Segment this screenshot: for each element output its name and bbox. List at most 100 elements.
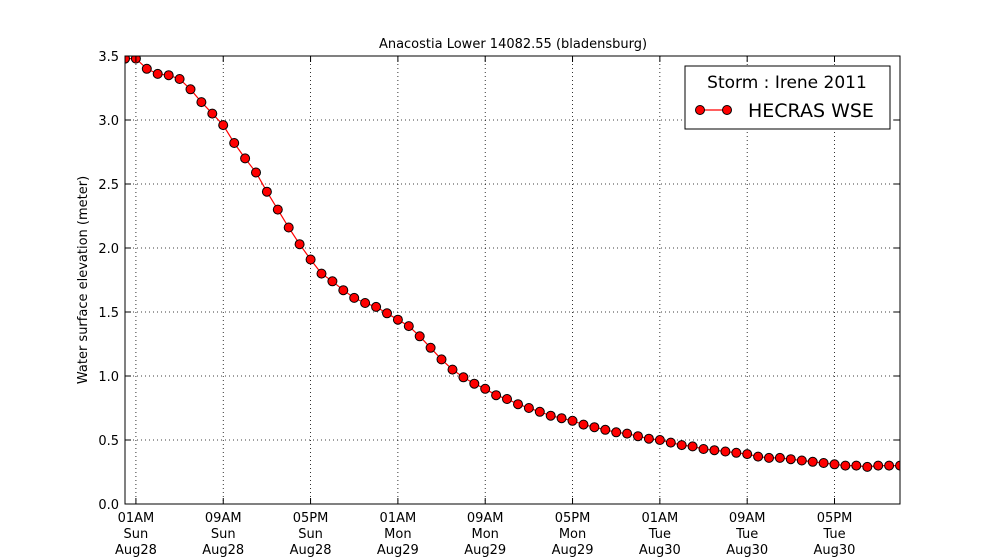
x-tick-label: Aug30: [814, 543, 856, 558]
x-tick-label: Sun: [211, 527, 236, 542]
y-tick-label: 2.0: [98, 242, 119, 257]
x-tick-label: Aug30: [639, 543, 681, 558]
data-point: [742, 449, 753, 460]
x-tick-label: Aug28: [115, 543, 157, 558]
y-tick-label: 3.0: [98, 114, 119, 129]
legend-box: [684, 65, 891, 130]
data-point: [807, 456, 818, 467]
data-point: [895, 460, 900, 471]
data-point: [458, 372, 469, 383]
data-point: [709, 445, 720, 456]
legend-title: Storm : Irene 2011: [707, 73, 867, 93]
data-point: [840, 460, 851, 471]
y-tick-label: 0.5: [98, 434, 119, 449]
y-tick-label: 3.5: [98, 50, 119, 65]
data-point: [523, 403, 534, 413]
x-tick-label: Aug29: [464, 543, 506, 558]
x-tick-label: Mon: [559, 527, 586, 542]
data-point: [687, 441, 698, 452]
data-point: [534, 406, 545, 417]
axis-ticks: 0.00.51.01.52.02.53.03.501AMSunAug2809AM…: [98, 50, 900, 558]
data-point: [125, 56, 130, 64]
data-point: [600, 424, 611, 435]
data-point: [371, 301, 382, 312]
chart-title: Anacostia Lower 14082.55 (bladensburg): [379, 37, 647, 52]
data-point: [764, 452, 774, 463]
data-point: [229, 138, 240, 148]
data-point: [261, 186, 272, 197]
data-point: [862, 461, 873, 472]
y-tick-label: 1.5: [98, 306, 119, 321]
data-point: [785, 454, 796, 465]
data-point: [305, 254, 316, 265]
y-axis-label: Water surface elevation (meter): [76, 176, 91, 384]
data-point: [796, 455, 807, 466]
data-point: [480, 383, 491, 394]
x-tick-label: Aug29: [377, 543, 419, 558]
y-tick-label: 1.0: [98, 370, 119, 385]
data-point: [316, 268, 327, 279]
data-point: [676, 440, 687, 451]
x-tick-label: Aug28: [202, 543, 244, 558]
x-tick-label: Tue: [648, 527, 671, 542]
x-tick-label: 01AM: [118, 511, 155, 526]
data-point: [611, 427, 622, 438]
data-point: [447, 364, 458, 375]
data-point: [425, 342, 436, 353]
data-point: [589, 422, 600, 433]
x-tick-label: 01AM: [642, 511, 679, 526]
data-point: [218, 120, 229, 131]
x-tick-label: Aug30: [726, 543, 768, 558]
plot-frame: [124, 55, 901, 505]
data-point: [578, 419, 589, 430]
data-point: [436, 354, 447, 365]
data-point: [622, 428, 633, 439]
data-point: [185, 84, 196, 95]
data-point: [141, 63, 152, 74]
x-tick-label: 09AM: [467, 511, 504, 526]
data-point: [207, 108, 218, 119]
data-point: [403, 321, 414, 332]
data-point: [665, 437, 676, 448]
x-tick-label: Mon: [472, 527, 499, 542]
legend-series-label: HECRAS WSE: [748, 100, 874, 122]
data-point: [567, 415, 578, 426]
x-tick-label: Aug28: [290, 543, 332, 558]
data-point: [240, 153, 251, 164]
y-tick-label: 2.5: [98, 178, 119, 193]
grid: [125, 55, 900, 505]
x-tick-label: Aug29: [552, 543, 594, 558]
data-point: [272, 204, 283, 215]
data-point: [753, 451, 764, 462]
x-tick-label: Sun: [298, 527, 323, 542]
data-point: [469, 378, 480, 389]
x-tick-label: Tue: [822, 527, 845, 542]
data-point: [360, 298, 371, 308]
x-tick-label: Tue: [735, 527, 758, 542]
x-tick-label: 05PM: [555, 511, 591, 526]
data-point: [152, 68, 163, 79]
data-point: [414, 331, 425, 342]
data-point: [829, 459, 840, 470]
data-point: [654, 435, 665, 445]
x-tick-label: 09AM: [205, 511, 242, 526]
data-point: [382, 308, 392, 319]
data-point: [643, 433, 654, 444]
x-tick-label: 05PM: [293, 511, 329, 526]
data-point: [884, 460, 895, 471]
data-point: [251, 167, 261, 178]
x-tick-label: 09AM: [729, 511, 766, 526]
data-point: [698, 444, 709, 454]
data-point: [294, 239, 305, 250]
x-tick-label: 05PM: [817, 511, 853, 526]
series-layer: [125, 56, 900, 472]
data-point: [545, 410, 556, 421]
data-point: [556, 413, 567, 424]
data-point: [327, 276, 338, 287]
legend-marker-left: [695, 105, 705, 115]
y-tick-label: 0.0: [98, 498, 119, 513]
legend: Storm : Irene 2011 HECRAS WSE: [684, 65, 891, 130]
data-point: [851, 460, 862, 471]
data-point: [731, 447, 742, 458]
